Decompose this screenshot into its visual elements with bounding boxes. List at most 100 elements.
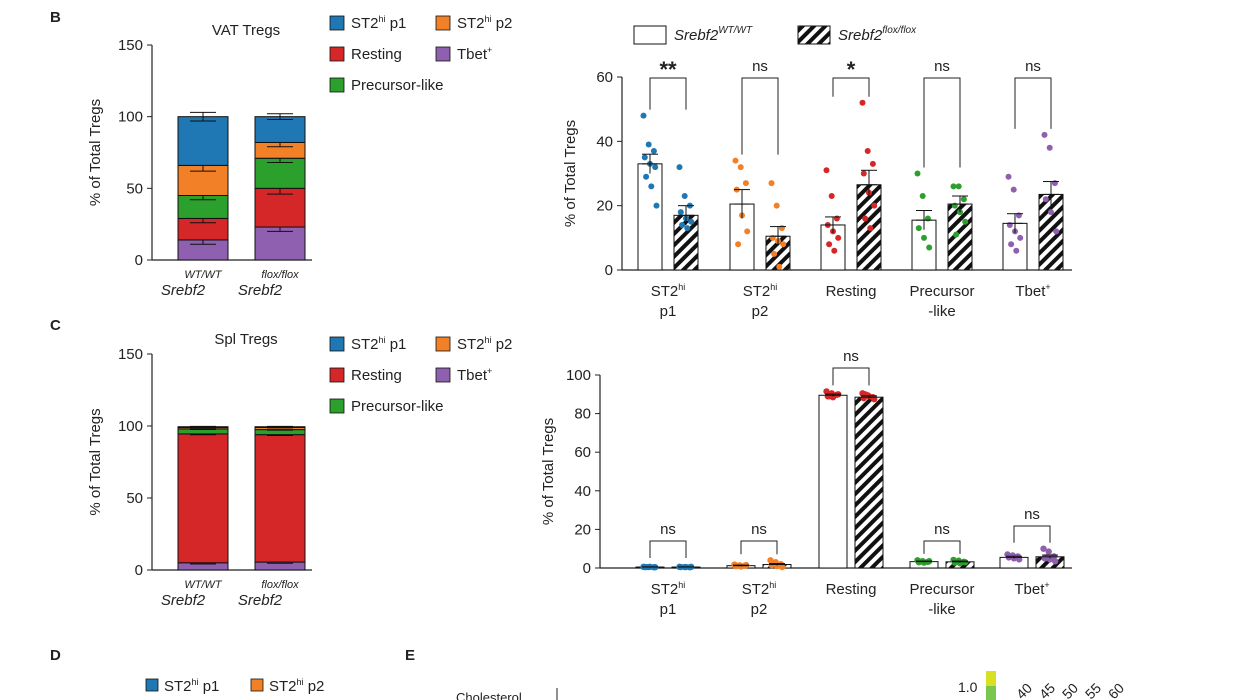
colorbar-top	[986, 671, 996, 700]
x-tick-label-line2: p2	[751, 601, 768, 618]
x-tick-label-line2: p1	[660, 601, 677, 618]
data-point	[681, 193, 688, 200]
stack-segment-st2hip1	[254, 116, 306, 143]
data-point	[1040, 545, 1047, 552]
data-point	[732, 157, 739, 164]
x-tick-label: ST2hi	[742, 580, 777, 598]
x-tick-label-line2: -like	[928, 303, 956, 320]
legend-label: Tbet+	[457, 45, 492, 63]
x-tick-label-line2: p2	[752, 303, 769, 320]
legend-spl-populations: ST2hi p1 ST2hi p2 Resting Tbet+ Precursor-li…	[329, 335, 512, 415]
significance-label: ns	[1024, 506, 1040, 523]
legend-vat-populations: ST2hi p1 ST2hi p2 Resting Tbet+ Precursor-li…	[329, 14, 512, 94]
stack-segment-resting	[254, 187, 306, 228]
data-point	[643, 173, 650, 180]
bar-wt	[637, 163, 663, 271]
legend-swatch	[329, 336, 345, 352]
legend-swatch	[329, 15, 345, 31]
data-point	[773, 202, 780, 209]
data-point	[828, 193, 835, 200]
data-point	[825, 393, 833, 400]
x-tick-label: Tbet+	[1015, 282, 1050, 300]
data-point	[915, 225, 922, 232]
significance-bracket	[832, 367, 870, 386]
data-point	[653, 202, 660, 209]
y-tick-label: 0	[583, 560, 591, 577]
legend-swatch	[329, 367, 345, 383]
significance-bracket	[649, 540, 687, 558]
y-tick-label: 0	[135, 252, 143, 269]
data-point	[826, 241, 833, 248]
data-point	[742, 180, 749, 187]
data-point	[835, 234, 842, 241]
y-tick-label: 150	[118, 37, 143, 54]
y-axis-label: % of Total Tregs	[87, 99, 104, 206]
y-axis-label: % of Total Tregs	[562, 120, 579, 227]
chart-title: Spl Tregs	[214, 331, 277, 348]
data-point	[768, 180, 775, 187]
data-point	[1008, 241, 1015, 248]
y-tick-label: 40	[596, 133, 613, 150]
x-tick-label: Tbet+	[1014, 580, 1049, 598]
data-point	[823, 167, 830, 174]
legend-label: Precursor-like	[351, 398, 444, 415]
data-point	[869, 160, 876, 167]
data-point	[650, 147, 657, 154]
panel-label-e: E	[405, 647, 415, 664]
data-point	[1053, 228, 1060, 235]
stack-segment-resting	[177, 433, 229, 564]
legend-panel-d: ST2hi p1 ST2hi p2	[145, 677, 324, 695]
data-point	[688, 218, 695, 225]
significance-bracket	[832, 77, 870, 97]
legend-label: Precursor-like	[351, 77, 444, 94]
significance-bracket	[741, 77, 779, 155]
heatmap-column-label: 45	[1036, 680, 1058, 700]
significance-label: ns	[752, 58, 768, 75]
legend-label: ST2hi p1	[351, 14, 406, 32]
x-tick-label: ST2hi	[651, 282, 686, 300]
data-point	[776, 263, 783, 270]
legend-swatch-hatch	[797, 25, 831, 45]
legend-genotype: Srebf2WT/WT Srebf2flox/flox	[633, 25, 917, 45]
data-point	[864, 147, 871, 154]
data-point	[862, 215, 869, 222]
panel-label-d: D	[50, 647, 61, 664]
heatmap-row-label: Cholesterol	[456, 690, 522, 700]
y-tick-label: 100	[566, 367, 591, 384]
y-tick-label: 60	[596, 69, 613, 86]
legend-swatch	[435, 15, 451, 31]
data-point	[953, 231, 960, 238]
y-tick-label: 50	[126, 180, 143, 197]
data-point	[1048, 209, 1054, 216]
data-point	[676, 164, 683, 171]
panel-label-c: C	[50, 317, 61, 334]
data-point	[1046, 144, 1053, 151]
x-tick-superscript: WT/WT	[184, 579, 223, 591]
heatmap-column-label: 60	[1105, 680, 1127, 700]
bar-wt	[818, 394, 848, 569]
significance-bracket	[923, 540, 961, 554]
y-tick-label: 20	[574, 521, 591, 538]
data-point	[859, 99, 866, 106]
data-point	[677, 209, 684, 216]
stack-segment-st2hip1	[177, 116, 229, 166]
x-tick-superscript: flox/flox	[261, 269, 299, 281]
legend-label: ST2hi p2	[457, 14, 512, 32]
heatmap-column-label: 40	[1013, 680, 1035, 700]
data-point	[1041, 131, 1048, 138]
y-tick-label: 100	[118, 418, 143, 435]
y-tick-label: 50	[126, 490, 143, 507]
colorbar-max-label: 1.0	[958, 679, 978, 695]
stack-segment-tbet	[254, 226, 306, 261]
stack-segment-resting	[254, 434, 306, 563]
data-point	[1010, 186, 1017, 193]
data-point	[735, 241, 742, 248]
bar-flox	[854, 396, 884, 569]
y-tick-label: 20	[596, 198, 613, 215]
x-tick-superscript: WT/WT	[184, 269, 223, 281]
legend-label: ST2hi p2	[457, 335, 512, 353]
legend-swatch	[435, 336, 451, 352]
data-point	[684, 225, 691, 232]
